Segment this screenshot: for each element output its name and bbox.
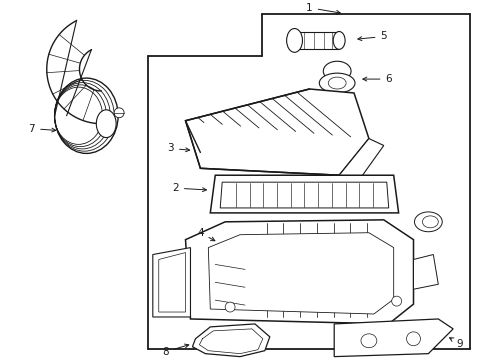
Polygon shape [185,89,368,175]
Ellipse shape [360,334,376,348]
Ellipse shape [224,302,235,312]
Ellipse shape [114,108,124,118]
Ellipse shape [422,216,437,228]
Polygon shape [159,253,185,312]
Ellipse shape [332,32,345,49]
Text: 3: 3 [167,144,189,153]
Text: 6: 6 [362,74,391,84]
Polygon shape [192,324,269,357]
Text: 5: 5 [357,31,386,41]
Ellipse shape [323,61,350,81]
Polygon shape [185,220,413,324]
Polygon shape [339,139,383,180]
Ellipse shape [319,73,354,93]
Text: 1: 1 [305,3,340,14]
Polygon shape [220,182,388,208]
Polygon shape [210,175,398,213]
Text: 9: 9 [448,338,463,349]
Polygon shape [152,248,190,317]
Text: 8: 8 [162,344,188,357]
Polygon shape [333,319,452,357]
Ellipse shape [55,78,118,153]
Ellipse shape [391,296,401,306]
Ellipse shape [406,332,420,346]
Polygon shape [294,32,339,49]
Text: 2: 2 [172,183,206,193]
Ellipse shape [414,212,441,232]
Ellipse shape [286,28,302,52]
Text: 7: 7 [28,123,56,134]
Ellipse shape [327,77,346,89]
Text: 4: 4 [197,228,214,241]
Polygon shape [208,233,393,314]
Polygon shape [413,255,437,289]
Ellipse shape [96,110,116,138]
